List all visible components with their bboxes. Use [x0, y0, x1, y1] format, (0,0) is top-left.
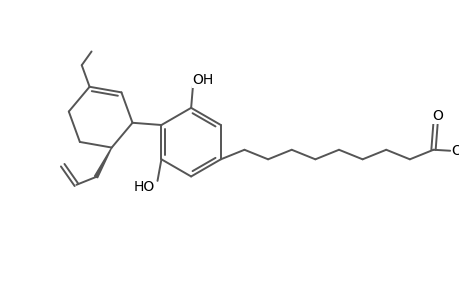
- Polygon shape: [94, 148, 112, 178]
- Text: OH: OH: [192, 74, 213, 87]
- Text: O: O: [431, 110, 442, 123]
- Text: O: O: [451, 144, 459, 158]
- Text: HO: HO: [133, 180, 154, 194]
